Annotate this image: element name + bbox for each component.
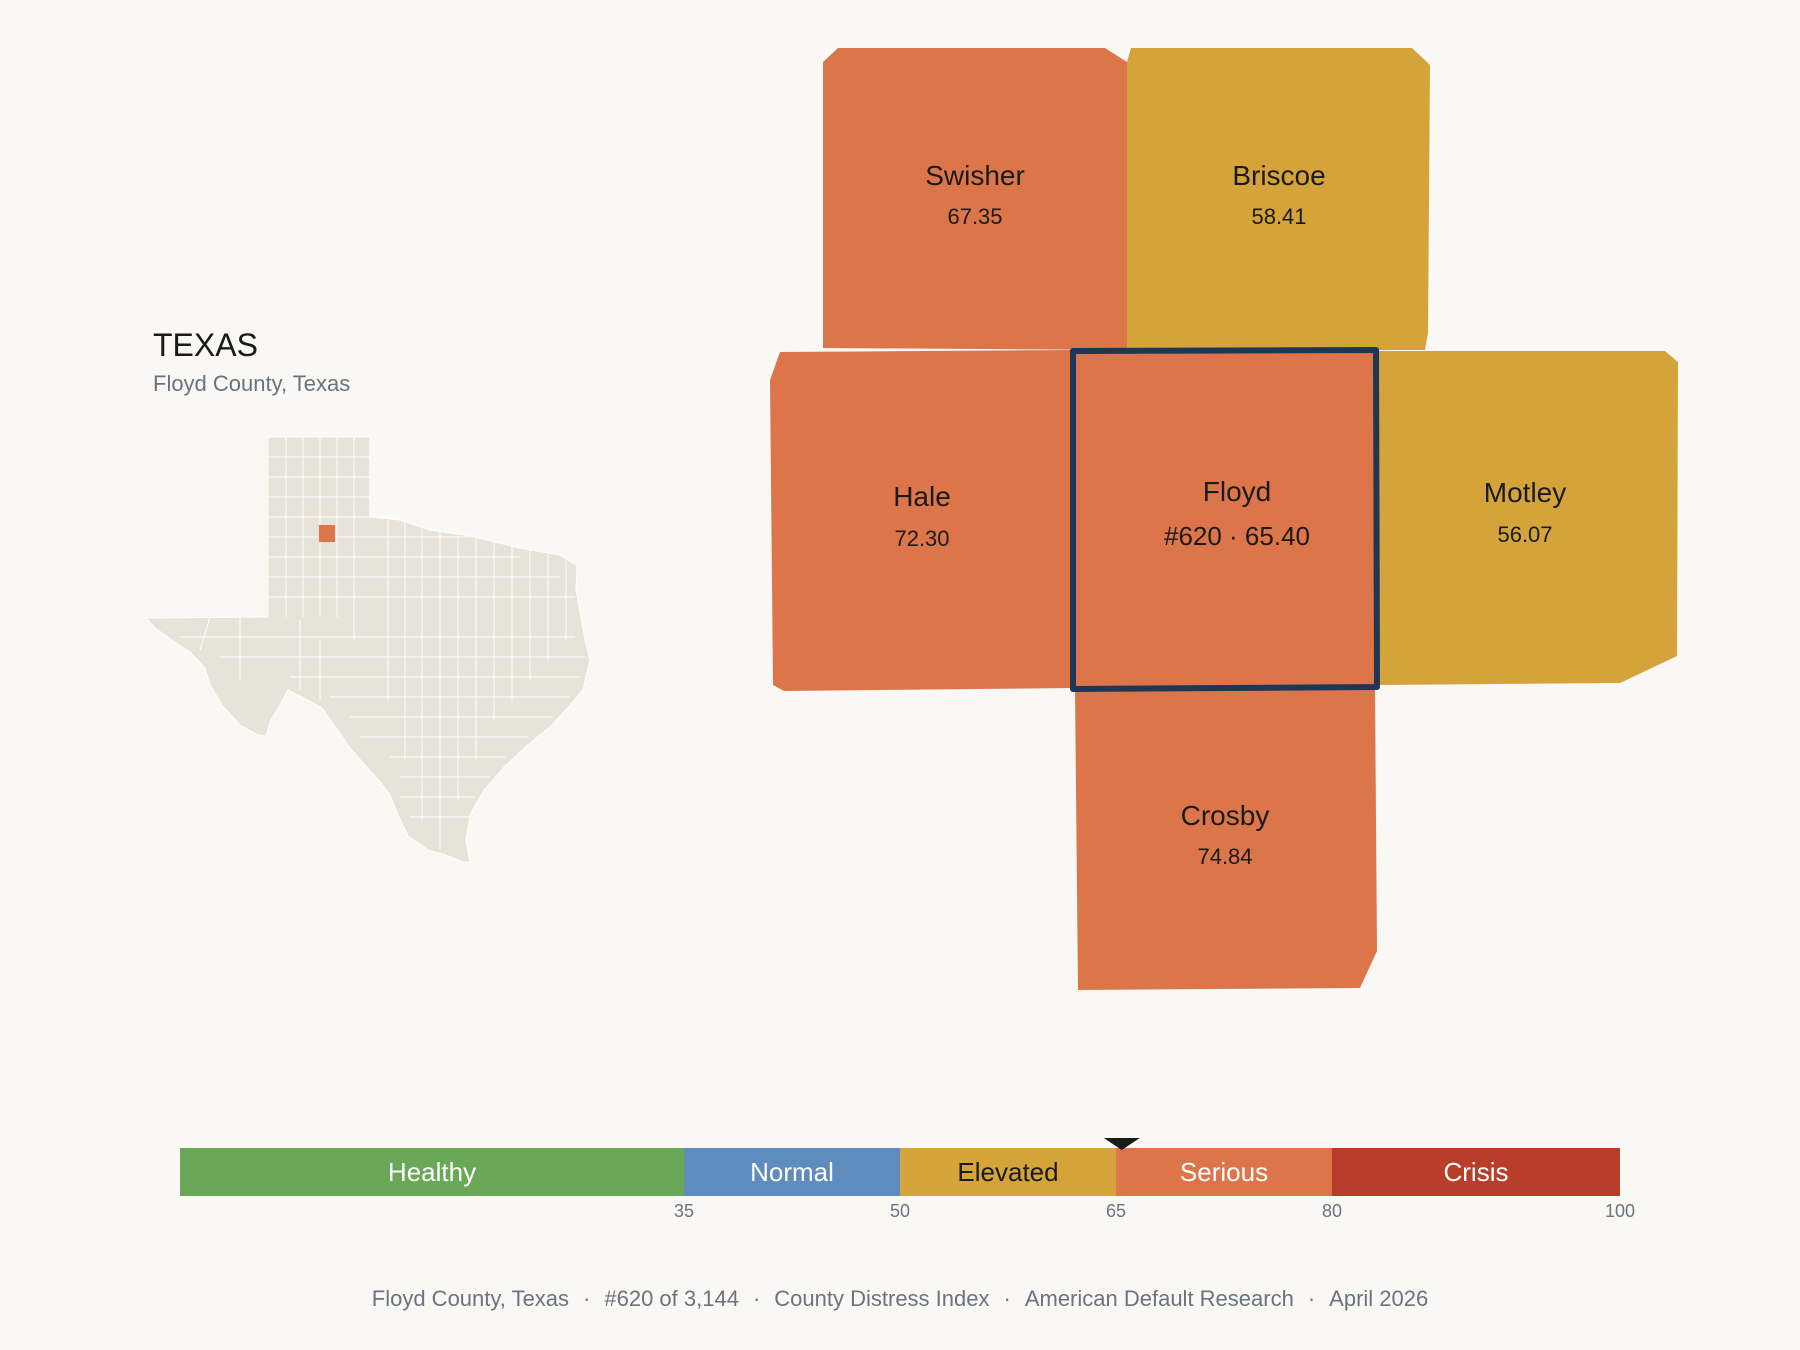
county-motley-value: 56.07 xyxy=(1497,522,1552,547)
scale-label-elevated: Elevated xyxy=(957,1157,1058,1187)
county-crosby-name: Crosby xyxy=(1181,800,1270,831)
footer-date: April 2026 xyxy=(1329,1286,1429,1311)
scale-segment-crisis xyxy=(1332,1148,1620,1196)
county-floyd-shape[interactable] xyxy=(1073,350,1377,689)
scale-tick: 100 xyxy=(1605,1201,1635,1221)
county-subtitle: Floyd County, Texas xyxy=(153,371,351,396)
county-floyd-name: Floyd xyxy=(1203,476,1271,507)
county-swisher-value: 67.35 xyxy=(947,204,1002,229)
county-swisher-name: Swisher xyxy=(925,160,1025,191)
state-title: TEXAS xyxy=(153,327,258,363)
floyd-inset-marker xyxy=(319,525,335,542)
scale-label-healthy: Healthy xyxy=(388,1157,476,1187)
county-crosby[interactable]: Crosby 74.84 xyxy=(1075,688,1377,990)
footer-source: American Default Research xyxy=(1024,1286,1294,1311)
texas-inset-map xyxy=(143,436,591,863)
county-crosby-value: 74.84 xyxy=(1197,844,1252,869)
county-briscoe-value: 58.41 xyxy=(1251,204,1306,229)
footer-separator: · xyxy=(1307,1286,1316,1311)
county-floyd-value: #620 · 65.40 xyxy=(1164,521,1310,551)
county-floyd[interactable]: Floyd #620 · 65.40 xyxy=(1070,347,1380,692)
scale-segment-serious xyxy=(1116,1148,1332,1196)
scale-label-serious: Serious xyxy=(1180,1157,1268,1187)
county-hale[interactable]: Hale 72.30 xyxy=(770,350,1073,691)
county-floyd-outline xyxy=(1070,347,1380,692)
footer-separator: · xyxy=(1003,1286,1011,1311)
county-hale-name: Hale xyxy=(893,481,951,512)
footer-separator: · xyxy=(752,1286,761,1311)
county-swisher[interactable]: Swisher 67.35 xyxy=(823,48,1127,350)
county-hale-shape[interactable] xyxy=(770,350,1073,691)
scale-tick: 80 xyxy=(1322,1201,1342,1221)
county-briscoe-shape[interactable] xyxy=(1127,48,1430,350)
scale-label-crisis: Crisis xyxy=(1444,1157,1509,1187)
scale-tick: 65 xyxy=(1106,1201,1126,1221)
footer-separator: · xyxy=(583,1286,591,1311)
scale-segment-elevated xyxy=(900,1148,1116,1196)
scale-segment-healthy xyxy=(180,1148,684,1196)
scale-tick: 50 xyxy=(890,1201,910,1221)
county-briscoe[interactable]: Briscoe 58.41 xyxy=(1127,48,1430,350)
scale-segment-normal xyxy=(684,1148,900,1196)
county-swisher-shape[interactable] xyxy=(823,48,1127,350)
footer: Floyd County, Texas · #620 of 3,144 · County… xyxy=(0,1286,1800,1312)
footer-index: County Distress Index xyxy=(774,1286,990,1311)
footer-county: Floyd County, Texas xyxy=(371,1286,570,1311)
county-motley-name: Motley xyxy=(1484,477,1566,508)
footer-rank: #620 of 3,144 xyxy=(604,1286,739,1311)
scale-marker-icon xyxy=(1103,1138,1140,1150)
scale-tick: 35 xyxy=(674,1201,694,1221)
county-briscoe-name: Briscoe xyxy=(1232,160,1325,191)
scale-label-normal: Normal xyxy=(750,1157,834,1187)
county-crosby-shape[interactable] xyxy=(1075,688,1377,990)
distress-scale: Healthy Normal Elevated Serious Crisis 35 50 65… xyxy=(180,1138,1635,1221)
county-motley[interactable]: Motley 56.07 xyxy=(1377,351,1678,685)
county-hale-value: 72.30 xyxy=(894,526,949,551)
county-motley-shape[interactable] xyxy=(1377,351,1678,685)
